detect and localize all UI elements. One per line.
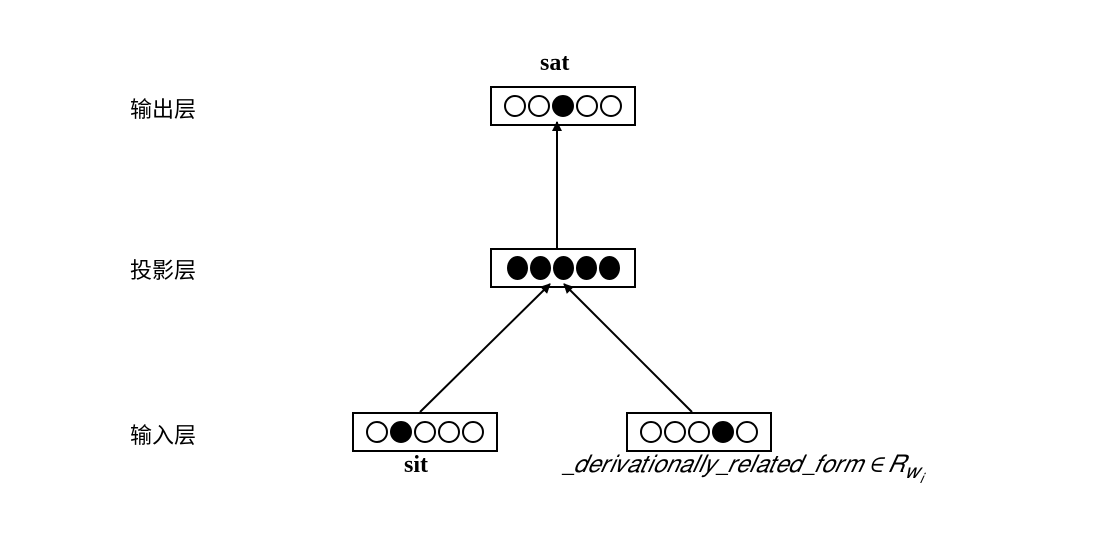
vector-node [438,421,460,443]
vector-node [600,95,622,117]
output-vector-box [490,86,636,126]
vector-node [664,421,686,443]
vector-node [507,256,528,280]
vector-node [599,256,620,280]
vector-node [576,95,598,117]
vector-node [553,256,574,280]
vector-node [390,421,412,443]
arrow [564,284,692,412]
caption-input-relation: _𝑑𝑒𝑟𝑖𝑣𝑎𝑡𝑖𝑜𝑛𝑎𝑙𝑙𝑦_𝑟𝑒𝑙𝑎𝑡𝑒𝑑_𝑓𝑜𝑟𝑚 ∈ 𝑅𝑤𝑖 [562,452,924,488]
vector-node [462,421,484,443]
vector-node [712,421,734,443]
relation-sub-w-text: 𝑤 [906,461,920,483]
vector-node [688,421,710,443]
vector-node [736,421,758,443]
relation-subsub-i: 𝑖 [920,472,924,487]
vector-node [552,95,574,117]
projection-vector-box [490,248,636,288]
vector-node [414,421,436,443]
vector-node [528,95,550,117]
diagram-canvas: 输出层 投影层 输入层 sat sit _𝑑𝑒𝑟𝑖𝑣𝑎𝑡𝑖𝑜𝑛𝑎𝑙𝑙𝑦_𝑟𝑒𝑙𝑎… [0,0,1094,534]
relation-sub-w: 𝑤𝑖 [906,461,924,483]
vector-node [504,95,526,117]
caption-input-sit: sit [404,452,428,479]
label-projection-layer: 投影层 [130,253,196,285]
caption-output-sat: sat [540,50,569,77]
vector-node [576,256,597,280]
arrow [420,284,550,412]
relation-R: 𝑅 [889,452,906,478]
input-left-vector-box [352,412,498,452]
input-right-vector-box [626,412,772,452]
label-input-layer: 输入层 [130,418,196,450]
vector-node [530,256,551,280]
vector-node [640,421,662,443]
vector-node [366,421,388,443]
relation-text: _𝑑𝑒𝑟𝑖𝑣𝑎𝑡𝑖𝑜𝑛𝑎𝑙𝑙𝑦_𝑟𝑒𝑙𝑎𝑡𝑒𝑑_𝑓𝑜𝑟𝑚 ∈ [562,452,889,478]
label-output-layer: 输出层 [130,92,196,124]
